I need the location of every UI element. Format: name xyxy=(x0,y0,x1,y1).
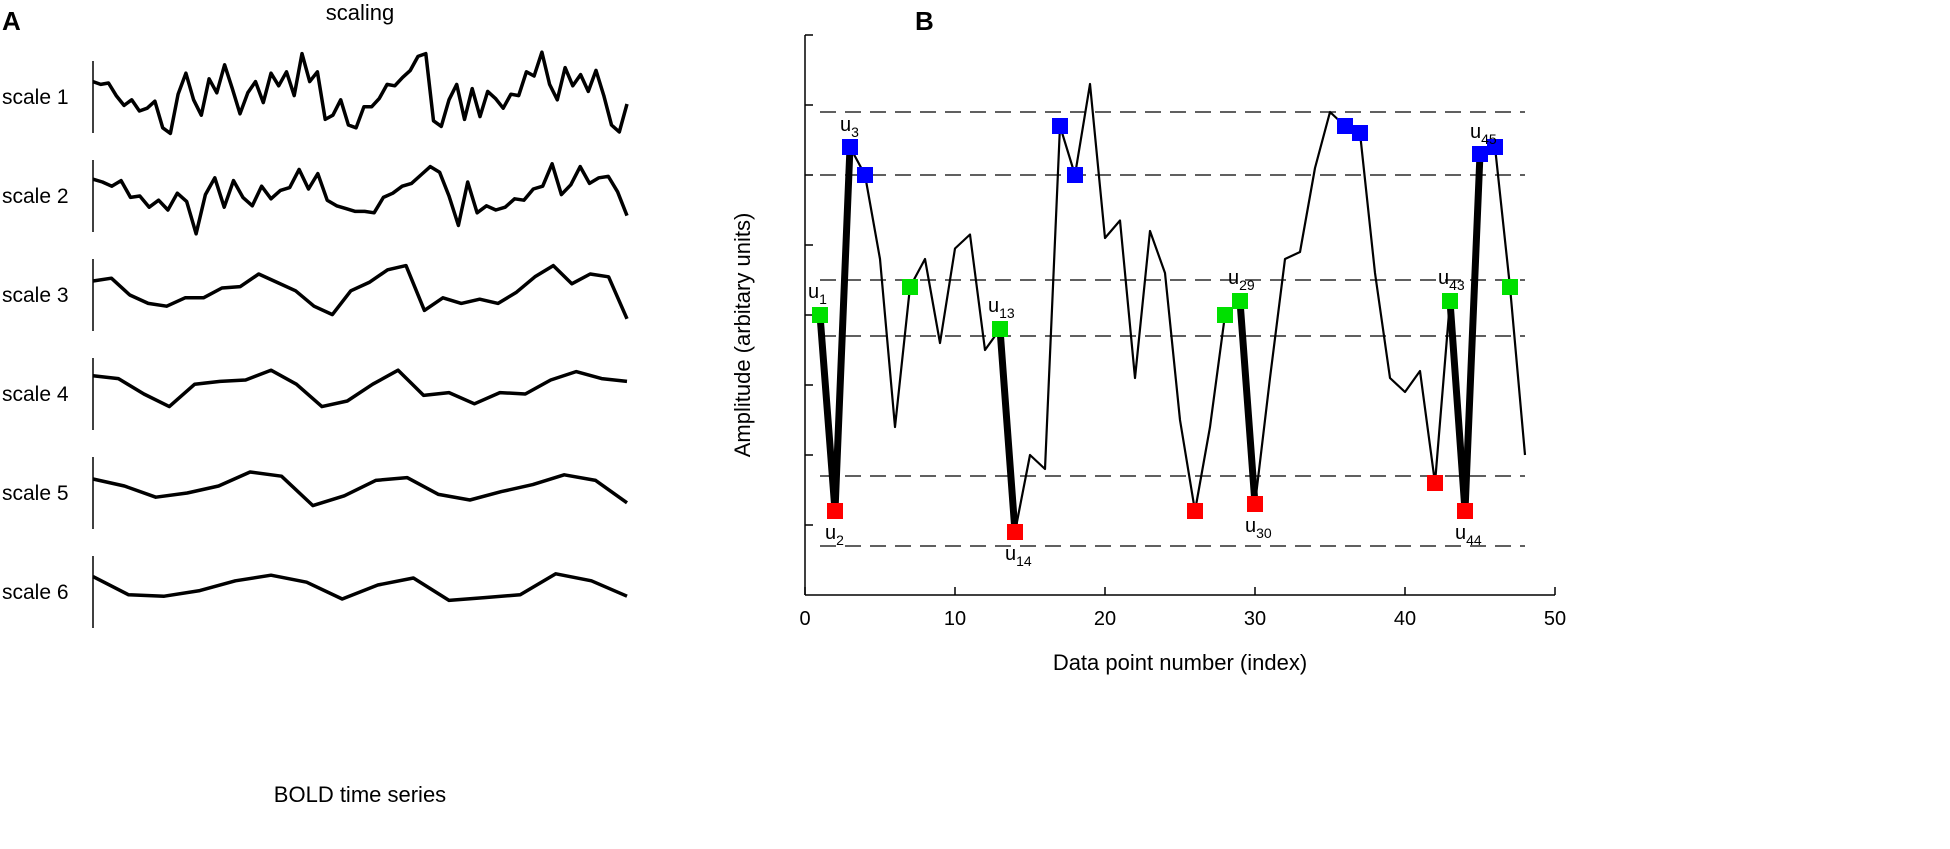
annotation-u: u14 xyxy=(1005,543,1032,569)
x-tick-label: 30 xyxy=(1244,608,1266,630)
point-marker xyxy=(1442,293,1458,309)
point-marker xyxy=(902,279,918,295)
panel-b-chart: 0 10 20 30 40 50 Data point number (index) Ampl… xyxy=(730,34,1566,675)
scale-label: scale 2 xyxy=(2,185,69,208)
point-marker xyxy=(827,503,843,519)
series-line-scale-2 xyxy=(92,162,629,236)
series-line-scale-3 xyxy=(92,263,629,320)
series-line-scale-6 xyxy=(92,572,628,603)
annotation-u-subscript: 45 xyxy=(1481,131,1497,147)
x-tick-label: 10 xyxy=(944,608,966,630)
series-line-scale-5 xyxy=(92,470,629,508)
x-tick-label: 50 xyxy=(1544,608,1566,630)
point-marker xyxy=(857,167,873,183)
annotation-u: u29 xyxy=(1228,267,1255,293)
annotation-u: u30 xyxy=(1245,515,1272,541)
panel-a-xlabel: BOLD time series xyxy=(274,782,446,807)
panel-a-title: scaling xyxy=(326,0,394,25)
annotation-u-base: u xyxy=(808,281,819,303)
panel-a-label: A xyxy=(2,6,21,36)
point-marker xyxy=(1487,139,1503,155)
point-marker xyxy=(1337,118,1353,134)
thick-segment xyxy=(1236,297,1259,508)
annotation-u: u43 xyxy=(1438,267,1465,293)
annotation-u-base: u xyxy=(1438,267,1449,289)
annotation-u: u44 xyxy=(1455,522,1482,548)
panel-b-ylabel: Amplitude (arbitary units) xyxy=(730,213,755,458)
point-marker xyxy=(1217,307,1233,323)
point-marker xyxy=(1247,496,1263,512)
thick-segment xyxy=(831,143,854,515)
point-marker xyxy=(1457,503,1473,519)
scale-label: scale 3 xyxy=(2,284,69,307)
thick-segment xyxy=(1446,297,1469,515)
annotation-u-base: u xyxy=(1005,543,1016,565)
annotation-u-subscript: 3 xyxy=(851,124,859,140)
annotation-u-subscript: 2 xyxy=(836,532,844,548)
annotation-u-base: u xyxy=(840,114,851,136)
point-marker xyxy=(1067,167,1083,183)
annotation-u-base: u xyxy=(825,522,836,544)
scale-label: scale 4 xyxy=(2,383,69,406)
point-marker xyxy=(812,307,828,323)
point-marker xyxy=(1007,524,1023,540)
point-marker xyxy=(1352,125,1368,141)
annotation-u: u1 xyxy=(808,281,827,307)
thick-segment xyxy=(816,311,839,515)
annotation-u-subscript: 30 xyxy=(1256,525,1272,541)
x-tick-label: 0 xyxy=(799,608,810,630)
annotation-u-subscript: 43 xyxy=(1449,277,1465,293)
point-marker xyxy=(1187,503,1203,519)
x-tick-label: 20 xyxy=(1094,608,1116,630)
annotation-u: u45 xyxy=(1470,121,1497,147)
annotation-u: u3 xyxy=(840,114,859,140)
series-line-scale-1 xyxy=(92,50,629,136)
annotation-u-base: u xyxy=(988,295,999,317)
annotation-u: u13 xyxy=(988,295,1015,321)
annotation-u-subscript: 13 xyxy=(999,305,1015,321)
point-marker xyxy=(1472,146,1488,162)
thick-segment xyxy=(1461,150,1484,515)
scale-label: scale 1 xyxy=(2,86,69,109)
annotation-u-subscript: 14 xyxy=(1016,553,1032,569)
annotation-u-base: u xyxy=(1455,522,1466,544)
annotation-u-subscript: 29 xyxy=(1239,277,1255,293)
panel-a-chart: scaling BOLD time series scale 1 scale 2 sca… xyxy=(2,0,629,807)
point-marker xyxy=(842,139,858,155)
scale-label: scale 6 xyxy=(2,581,69,604)
annotation-u-base: u xyxy=(1470,121,1481,143)
annotation-u-subscript: 44 xyxy=(1466,532,1482,548)
annotation-u-subscript: 1 xyxy=(819,291,827,307)
series-line-scale-4 xyxy=(92,368,628,409)
annotation-u: u2 xyxy=(825,522,844,548)
annotation-u-base: u xyxy=(1228,267,1239,289)
x-tick-label: 40 xyxy=(1394,608,1416,630)
panel-b-label: B xyxy=(915,6,934,36)
point-marker xyxy=(1232,293,1248,309)
thick-segment xyxy=(996,325,1019,536)
panel-b-xlabel: Data point number (index) xyxy=(1053,650,1307,675)
signal-line xyxy=(818,82,1527,534)
annotation-u-base: u xyxy=(1245,515,1256,537)
point-marker xyxy=(1427,475,1443,491)
scale-label: scale 5 xyxy=(2,482,69,505)
point-marker xyxy=(1502,279,1518,295)
point-marker xyxy=(1052,118,1068,134)
point-marker xyxy=(992,321,1008,337)
